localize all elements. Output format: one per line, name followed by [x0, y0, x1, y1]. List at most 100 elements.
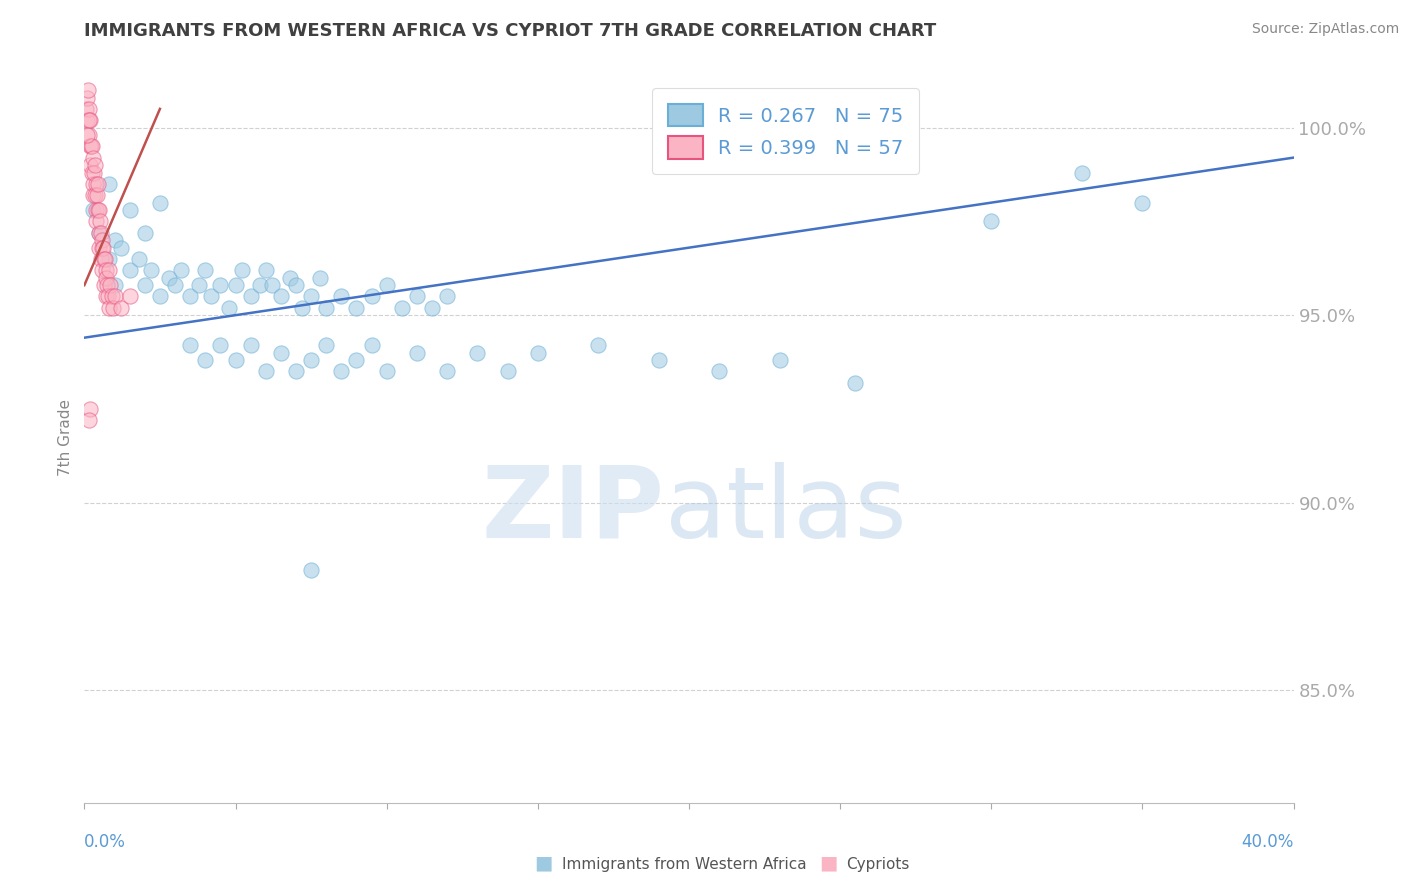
- Point: [134, 278, 156, 293]
- Point: [588, 338, 610, 352]
- Point: [98, 278, 121, 293]
- Point: [225, 278, 247, 293]
- Point: [90, 226, 112, 240]
- Point: [270, 345, 292, 359]
- Point: [104, 278, 127, 293]
- Point: [647, 353, 671, 368]
- Point: [179, 338, 201, 352]
- Point: [104, 233, 127, 247]
- Point: [82, 188, 104, 202]
- Point: [1130, 195, 1153, 210]
- Point: [91, 241, 114, 255]
- Point: [87, 203, 110, 218]
- Point: [94, 270, 117, 285]
- Point: [270, 289, 292, 303]
- Point: [1071, 166, 1094, 180]
- Point: [194, 263, 217, 277]
- Point: [77, 128, 100, 142]
- Point: [346, 353, 368, 368]
- Point: [77, 83, 100, 97]
- Point: [346, 301, 368, 315]
- Point: [239, 338, 262, 352]
- Point: [420, 301, 443, 315]
- Point: [315, 338, 337, 352]
- Point: [76, 113, 98, 128]
- Point: [82, 203, 104, 218]
- Point: [980, 214, 1002, 228]
- Point: [91, 263, 114, 277]
- Point: [254, 263, 277, 277]
- Point: [97, 252, 120, 266]
- Y-axis label: 7th Grade: 7th Grade: [58, 399, 73, 475]
- Point: [375, 364, 398, 378]
- Point: [391, 301, 413, 315]
- Point: [225, 353, 247, 368]
- Point: [360, 338, 382, 352]
- Point: [94, 289, 117, 303]
- Point: [194, 353, 217, 368]
- Point: [284, 364, 308, 378]
- Point: [89, 226, 111, 240]
- Point: [93, 278, 115, 293]
- Point: [179, 289, 201, 303]
- Point: [93, 252, 115, 266]
- Point: [79, 158, 101, 172]
- Point: [330, 289, 353, 303]
- Point: [284, 278, 308, 293]
- Point: [527, 345, 550, 359]
- Point: [79, 139, 101, 153]
- Point: [436, 364, 458, 378]
- Point: [406, 345, 429, 359]
- Point: [134, 226, 156, 240]
- Point: [157, 270, 180, 285]
- Point: [100, 289, 122, 303]
- Point: [89, 241, 111, 255]
- Point: [82, 151, 104, 165]
- Point: [79, 113, 101, 128]
- Point: [110, 241, 132, 255]
- Point: [80, 139, 103, 153]
- Point: [254, 364, 277, 378]
- Point: [278, 270, 301, 285]
- Point: [249, 278, 271, 293]
- Point: [118, 263, 141, 277]
- Point: [83, 166, 105, 180]
- Point: [80, 139, 103, 153]
- Point: [299, 563, 322, 577]
- Point: [76, 90, 98, 104]
- Text: Cypriots: Cypriots: [846, 856, 910, 871]
- Point: [165, 278, 187, 293]
- Point: [97, 301, 120, 315]
- Text: Immigrants from Western Africa: Immigrants from Western Africa: [562, 856, 807, 871]
- Point: [86, 214, 108, 228]
- Point: [188, 278, 211, 293]
- Text: 40.0%: 40.0%: [1241, 833, 1294, 851]
- Point: [97, 177, 120, 191]
- Point: [80, 166, 103, 180]
- Point: [77, 113, 100, 128]
- Point: [709, 364, 731, 378]
- Point: [118, 203, 141, 218]
- Point: [375, 278, 398, 293]
- Text: 0.0%: 0.0%: [84, 833, 127, 851]
- Point: [299, 289, 322, 303]
- Point: [101, 301, 124, 315]
- Point: [844, 376, 866, 390]
- Point: [231, 263, 253, 277]
- Text: ■: ■: [534, 854, 553, 872]
- Point: [110, 301, 132, 315]
- Point: [118, 289, 141, 303]
- Legend: R = 0.267   N = 75, R = 0.399   N = 57: R = 0.267 N = 75, R = 0.399 N = 57: [652, 88, 920, 174]
- Point: [82, 177, 104, 191]
- Point: [467, 345, 489, 359]
- Point: [218, 301, 240, 315]
- Text: Source: ZipAtlas.com: Source: ZipAtlas.com: [1251, 22, 1399, 37]
- Point: [309, 270, 332, 285]
- Point: [97, 289, 120, 303]
- Point: [149, 195, 172, 210]
- Point: [139, 263, 162, 277]
- Point: [79, 401, 101, 416]
- Point: [86, 177, 108, 191]
- Point: [87, 226, 110, 240]
- Point: [436, 289, 458, 303]
